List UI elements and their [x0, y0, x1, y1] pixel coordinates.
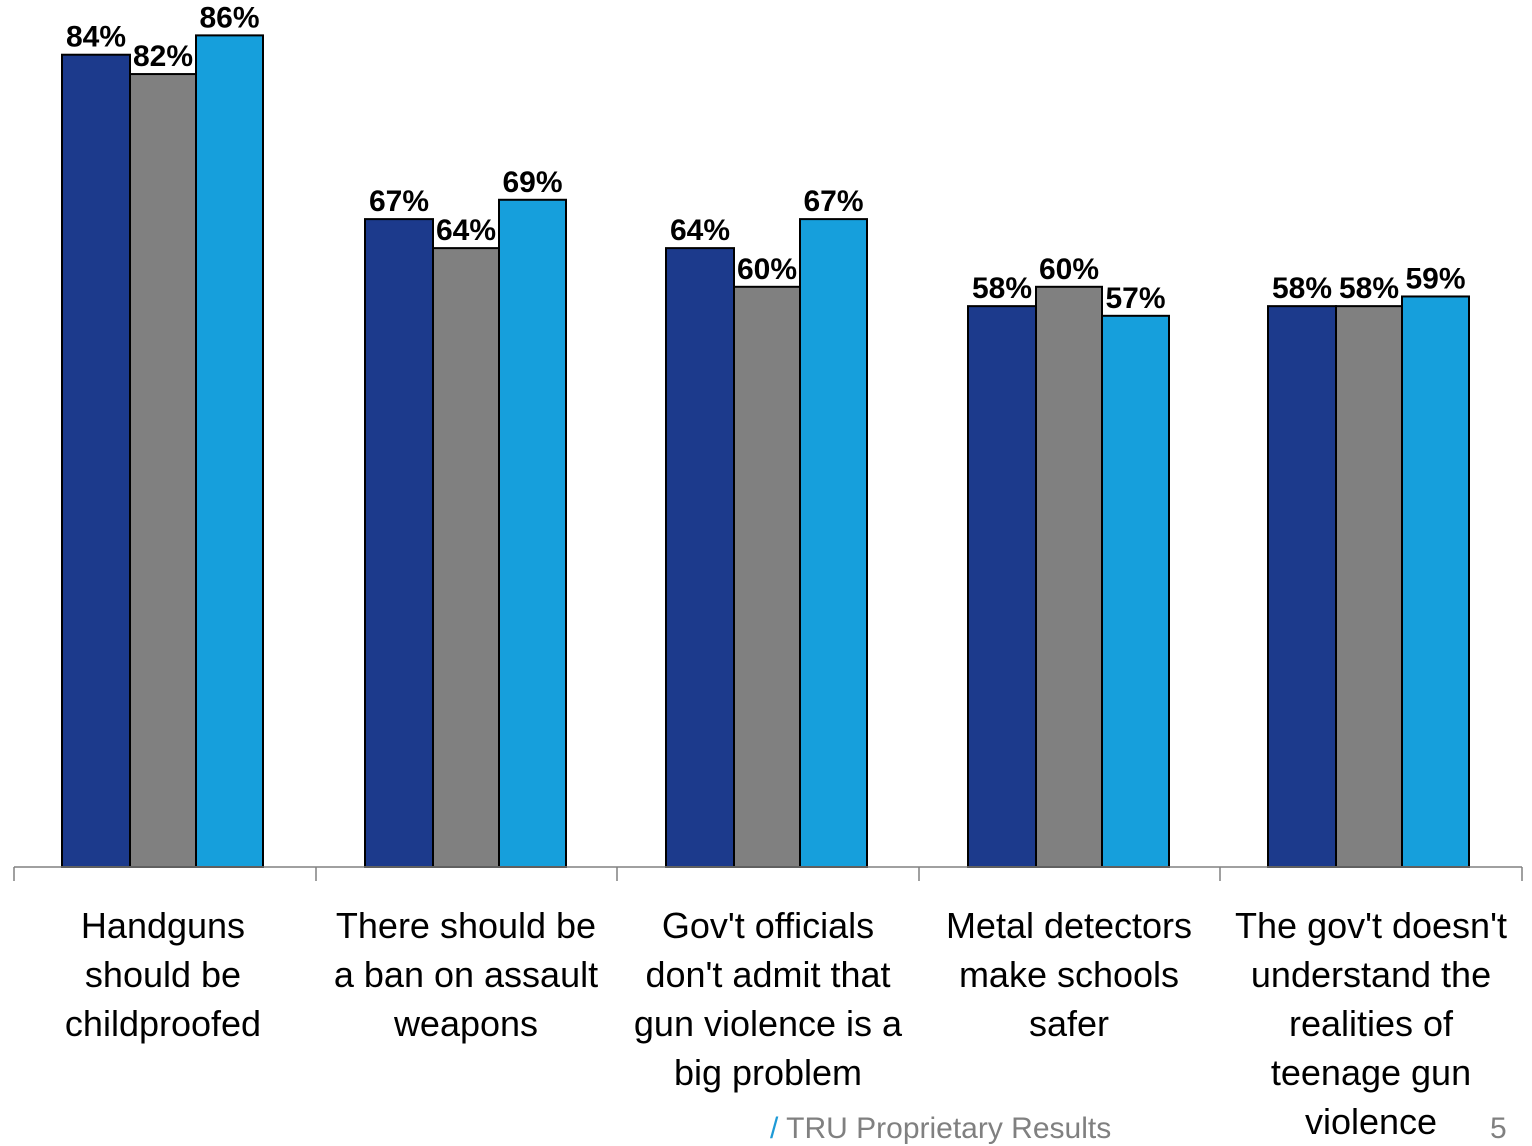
data-label-series2-cat2: 64% — [436, 214, 496, 247]
data-label-series3-cat1: 86% — [199, 1, 259, 34]
footer-text: / TRU Proprietary Results — [770, 1112, 1111, 1146]
bars-layer — [61, 34, 1470, 869]
data-label-series1-cat3: 64% — [670, 214, 730, 247]
page-number: 5 — [1490, 1112, 1507, 1145]
bar-series3-cat1 — [195, 34, 264, 868]
bar-series2-cat5 — [1335, 305, 1403, 868]
data-label-series3-cat5: 59% — [1405, 262, 1465, 295]
bar-series1-cat1 — [61, 53, 131, 869]
data-label-series1-cat1: 84% — [66, 21, 126, 54]
footer-label: TRU Proprietary Results — [786, 1112, 1112, 1145]
category-label-5: The gov't doesn't understand the realities… — [1235, 905, 1507, 1137]
bar-series3-cat4 — [1101, 314, 1170, 868]
data-label-series1-cat2: 67% — [369, 185, 429, 218]
data-label-series3-cat4: 57% — [1105, 282, 1165, 315]
bar-series2-cat3 — [733, 285, 801, 868]
bar-series1-cat5 — [1267, 305, 1337, 868]
data-labels: 84%82%86%67%64%69%64%60%67%58%60%57% 58% 5… — [66, 1, 1466, 314]
bar-series3-cat3 — [799, 218, 868, 869]
x-axis-ticks — [13, 867, 1523, 881]
bar-series3-cat2 — [498, 198, 567, 868]
bar-series2-cat2 — [432, 247, 500, 868]
bar-series1-cat4 — [967, 305, 1037, 868]
bar-series2-cat1 — [129, 73, 197, 868]
data-label-series2-cat1: 82% — [133, 40, 193, 73]
category-label-3: Gov't officials don't admit that gun viole… — [634, 905, 903, 1093]
data-label-series3-cat3: 67% — [803, 185, 863, 218]
category-label-1: Handguns should be childproofed — [65, 905, 261, 1044]
data-label-series1-cat4: 58% — [972, 272, 1032, 305]
footer-slash: / — [770, 1112, 779, 1145]
data-label-series3-cat2: 69% — [502, 166, 562, 199]
data-label-series2-cat3: 60% — [737, 253, 797, 286]
category-label-2: There should be a ban on assault weapons — [334, 905, 598, 1044]
data-label-series2-cat5: 58% — [1339, 272, 1399, 305]
bar-series1-cat2 — [364, 218, 434, 869]
data-label-series1-cat5: 58% — [1272, 272, 1332, 305]
data-label-series2-cat4: 60% — [1039, 253, 1099, 286]
bar-series2-cat4 — [1035, 285, 1103, 868]
category-label-4: Metal detectors make schools safer — [946, 905, 1192, 1044]
bar-series1-cat3 — [665, 247, 735, 868]
bar-series3-cat5 — [1401, 295, 1470, 869]
category-labels: Handguns should be childproofed There shoul… — [65, 905, 1507, 1137]
